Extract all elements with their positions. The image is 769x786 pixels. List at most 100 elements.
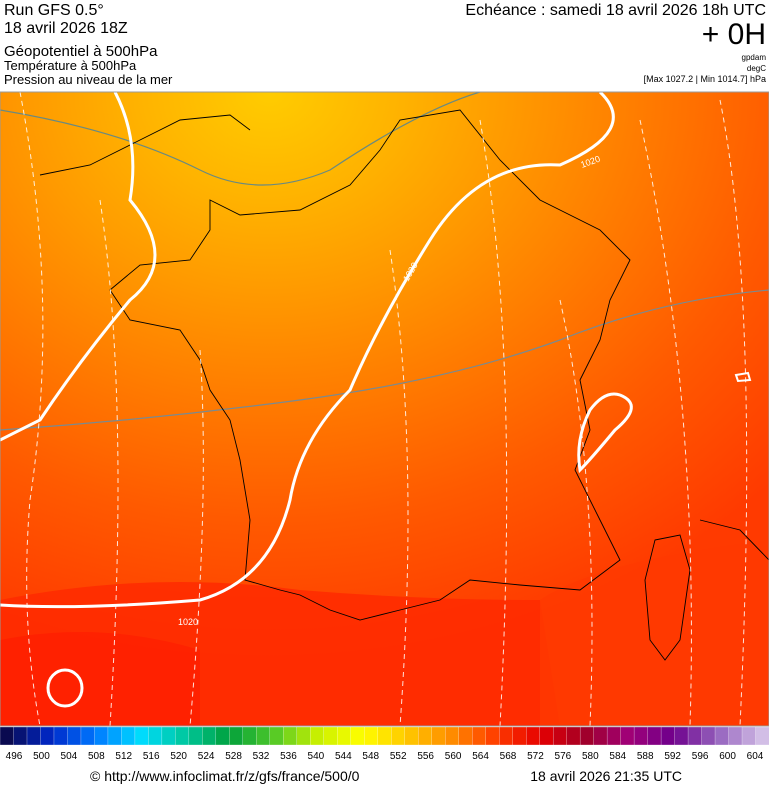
- offset: + 0H: [702, 18, 766, 51]
- color-swatch: [728, 726, 743, 746]
- color-swatch: [13, 726, 28, 746]
- field-label: Pression au niveau de la mer: [4, 72, 173, 87]
- color-swatch: [566, 726, 581, 746]
- colorbar-label: 504: [61, 751, 78, 762]
- color-swatch: [310, 726, 325, 746]
- color-swatch: [256, 726, 271, 746]
- color-swatch: [485, 726, 500, 746]
- color-swatch: [633, 726, 649, 746]
- color-swatch: [647, 726, 662, 746]
- color-swatch: [660, 726, 676, 746]
- color-swatch: [364, 726, 379, 746]
- colorbar-label: 532: [253, 751, 270, 762]
- color-swatch: [269, 726, 284, 746]
- isotherm: [0, 289, 769, 431]
- warm-zone: [540, 540, 769, 726]
- color-swatch: [472, 726, 487, 746]
- colorbar-label: 536: [280, 751, 297, 762]
- colorbar-label: 564: [472, 751, 489, 762]
- source: © http://www.infoclimat.fr/z/gfs/france/…: [90, 768, 360, 784]
- color-swatch: [188, 726, 204, 746]
- color-swatch: [202, 726, 217, 746]
- colorbar-label: 548: [362, 751, 379, 762]
- color-swatch: [215, 726, 231, 746]
- color-swatch: [0, 726, 15, 746]
- color-swatch: [26, 726, 42, 746]
- color-swatch: [701, 726, 716, 746]
- color-swatch: [552, 726, 568, 746]
- colorbar-label: 500: [33, 751, 50, 762]
- color-swatch: [714, 726, 730, 746]
- color-swatch: [431, 726, 446, 746]
- geopotential-contour: [19, 92, 748, 726]
- color-swatch: [674, 726, 689, 746]
- run-date: 18 avril 2026 18Z: [4, 20, 128, 37]
- colorbar-label: 576: [555, 751, 572, 762]
- color-swatch: [67, 726, 82, 746]
- colorbar-label: 572: [527, 751, 544, 762]
- color-swatch: [458, 726, 473, 746]
- echeance: Echéance : samedi 18 avril 2026 18h UTC: [465, 2, 766, 19]
- color-swatch: [242, 726, 257, 746]
- colorbar-label: 552: [390, 751, 407, 762]
- color-swatch: [579, 726, 595, 746]
- color-swatch: [175, 726, 190, 746]
- color-swatch: [512, 726, 527, 746]
- color-swatch: [121, 726, 136, 746]
- coastline: [39, 109, 769, 661]
- field-label: Géopotentiel à 500hPa: [4, 43, 158, 60]
- color-swatch: [391, 726, 406, 746]
- color-swatch: [445, 726, 460, 746]
- run-title: Run GFS 0.5°: [4, 2, 104, 19]
- color-swatch: [53, 726, 69, 746]
- colorbar-label: 596: [692, 751, 709, 762]
- color-swatch: [107, 726, 123, 746]
- colorbar-label: 604: [747, 751, 764, 762]
- isotherm: [0, 92, 481, 186]
- colorbar-label: 580: [582, 751, 599, 762]
- unit: degC: [747, 64, 766, 73]
- color-swatch: [323, 726, 338, 746]
- colorbar-label: 516: [143, 751, 160, 762]
- color-swatch: [80, 726, 96, 746]
- colorbar-label: 496: [6, 751, 23, 762]
- color-swatch: [741, 726, 757, 746]
- colorbar-label: 544: [335, 751, 352, 762]
- map-frame: [0, 91, 769, 727]
- colorbar-label: 556: [417, 751, 434, 762]
- color-swatch: [526, 726, 541, 746]
- color-swatch: [593, 726, 608, 746]
- colorbar-label: 592: [664, 751, 681, 762]
- color-swatch: [296, 726, 311, 746]
- colorbar-label: 588: [637, 751, 654, 762]
- color-swatch: [161, 726, 177, 746]
- colorbar-label: 520: [170, 751, 187, 762]
- color-swatch: [337, 726, 352, 746]
- color-swatch: [40, 726, 55, 746]
- colorbar-label: 512: [115, 751, 132, 762]
- color-swatch: [539, 726, 554, 746]
- isobar: [0, 92, 752, 708]
- color-swatch: [499, 726, 514, 746]
- colorbar-label: 508: [88, 751, 105, 762]
- colorbar-label: 524: [198, 751, 215, 762]
- color-swatch: [620, 726, 635, 746]
- colorbar-label: 540: [308, 751, 325, 762]
- color-swatch: [377, 726, 392, 746]
- field-label: Température à 500hPa: [4, 58, 137, 73]
- color-swatch: [404, 726, 419, 746]
- colorbar-label: 528: [225, 751, 242, 762]
- color-swatch: [148, 726, 163, 746]
- color-swatch: [283, 726, 298, 746]
- contour-label: 1020: [178, 617, 198, 627]
- warm-zone: [0, 632, 200, 726]
- map: 1020 1020 1020: [0, 92, 769, 726]
- colorbar-label: 584: [609, 751, 626, 762]
- color-swatch: [134, 726, 150, 746]
- pressure-range: [Max 1027.2 | Min 1014.7] hPa: [644, 74, 766, 84]
- color-swatch: [755, 726, 769, 746]
- colorbar-label: 560: [445, 751, 462, 762]
- color-swatch: [350, 726, 365, 746]
- colorbar-label: 600: [719, 751, 736, 762]
